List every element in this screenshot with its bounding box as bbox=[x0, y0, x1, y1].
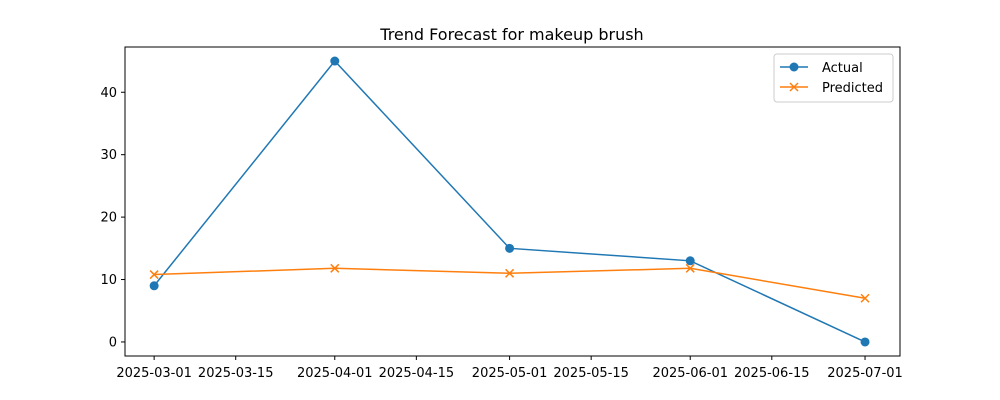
y-tick-label: 20 bbox=[100, 211, 117, 226]
x-tick-label: 2025-03-01 bbox=[116, 366, 192, 381]
legend-label-predicted: Predicted bbox=[822, 81, 883, 96]
series-line-actual bbox=[153, 59, 866, 343]
data-point-predicted bbox=[149, 270, 159, 280]
x-axis: 2025-03-01 2025-03-15 2025-04-01 2025-04-15… bbox=[116, 356, 903, 381]
y-tick-label: 10 bbox=[100, 273, 117, 288]
legend-marker-predicted bbox=[789, 82, 799, 92]
y-tick-label: 40 bbox=[100, 86, 117, 101]
y-axis: 0 10 20 30 40 bbox=[100, 86, 125, 350]
data-point-predicted bbox=[505, 268, 515, 278]
legend-marker-actual bbox=[789, 62, 799, 72]
y-tick-label: 30 bbox=[100, 148, 117, 163]
x-tick-label: 2025-04-15 bbox=[379, 366, 455, 381]
data-point-actual bbox=[860, 337, 870, 347]
y-tick-label: 0 bbox=[109, 335, 117, 350]
data-point-predicted bbox=[860, 293, 870, 303]
legend-box bbox=[773, 53, 894, 103]
x-tick-label: 2025-03-15 bbox=[198, 366, 274, 381]
x-tick-label: 2025-05-01 bbox=[472, 366, 548, 381]
x-tick-label: 2025-06-15 bbox=[734, 366, 810, 381]
data-point-predicted bbox=[685, 263, 695, 273]
x-tick-label: 2025-07-01 bbox=[827, 366, 903, 381]
x-tick-label: 2025-06-01 bbox=[652, 366, 728, 381]
x-tick-label: 2025-04-01 bbox=[297, 366, 373, 381]
data-point-actual bbox=[330, 56, 340, 66]
data-point-predicted bbox=[330, 263, 340, 273]
legend: Actual Predicted bbox=[773, 53, 894, 103]
data-point-actual bbox=[149, 281, 159, 291]
legend-label-actual: Actual bbox=[822, 61, 863, 76]
chart-title: Trend Forecast for makeup brush bbox=[379, 25, 643, 44]
plot-area bbox=[124, 46, 901, 357]
data-point-actual bbox=[685, 256, 695, 266]
data-point-actual bbox=[505, 243, 515, 253]
x-tick-label: 2025-05-15 bbox=[553, 366, 629, 381]
series-layer bbox=[149, 56, 870, 347]
